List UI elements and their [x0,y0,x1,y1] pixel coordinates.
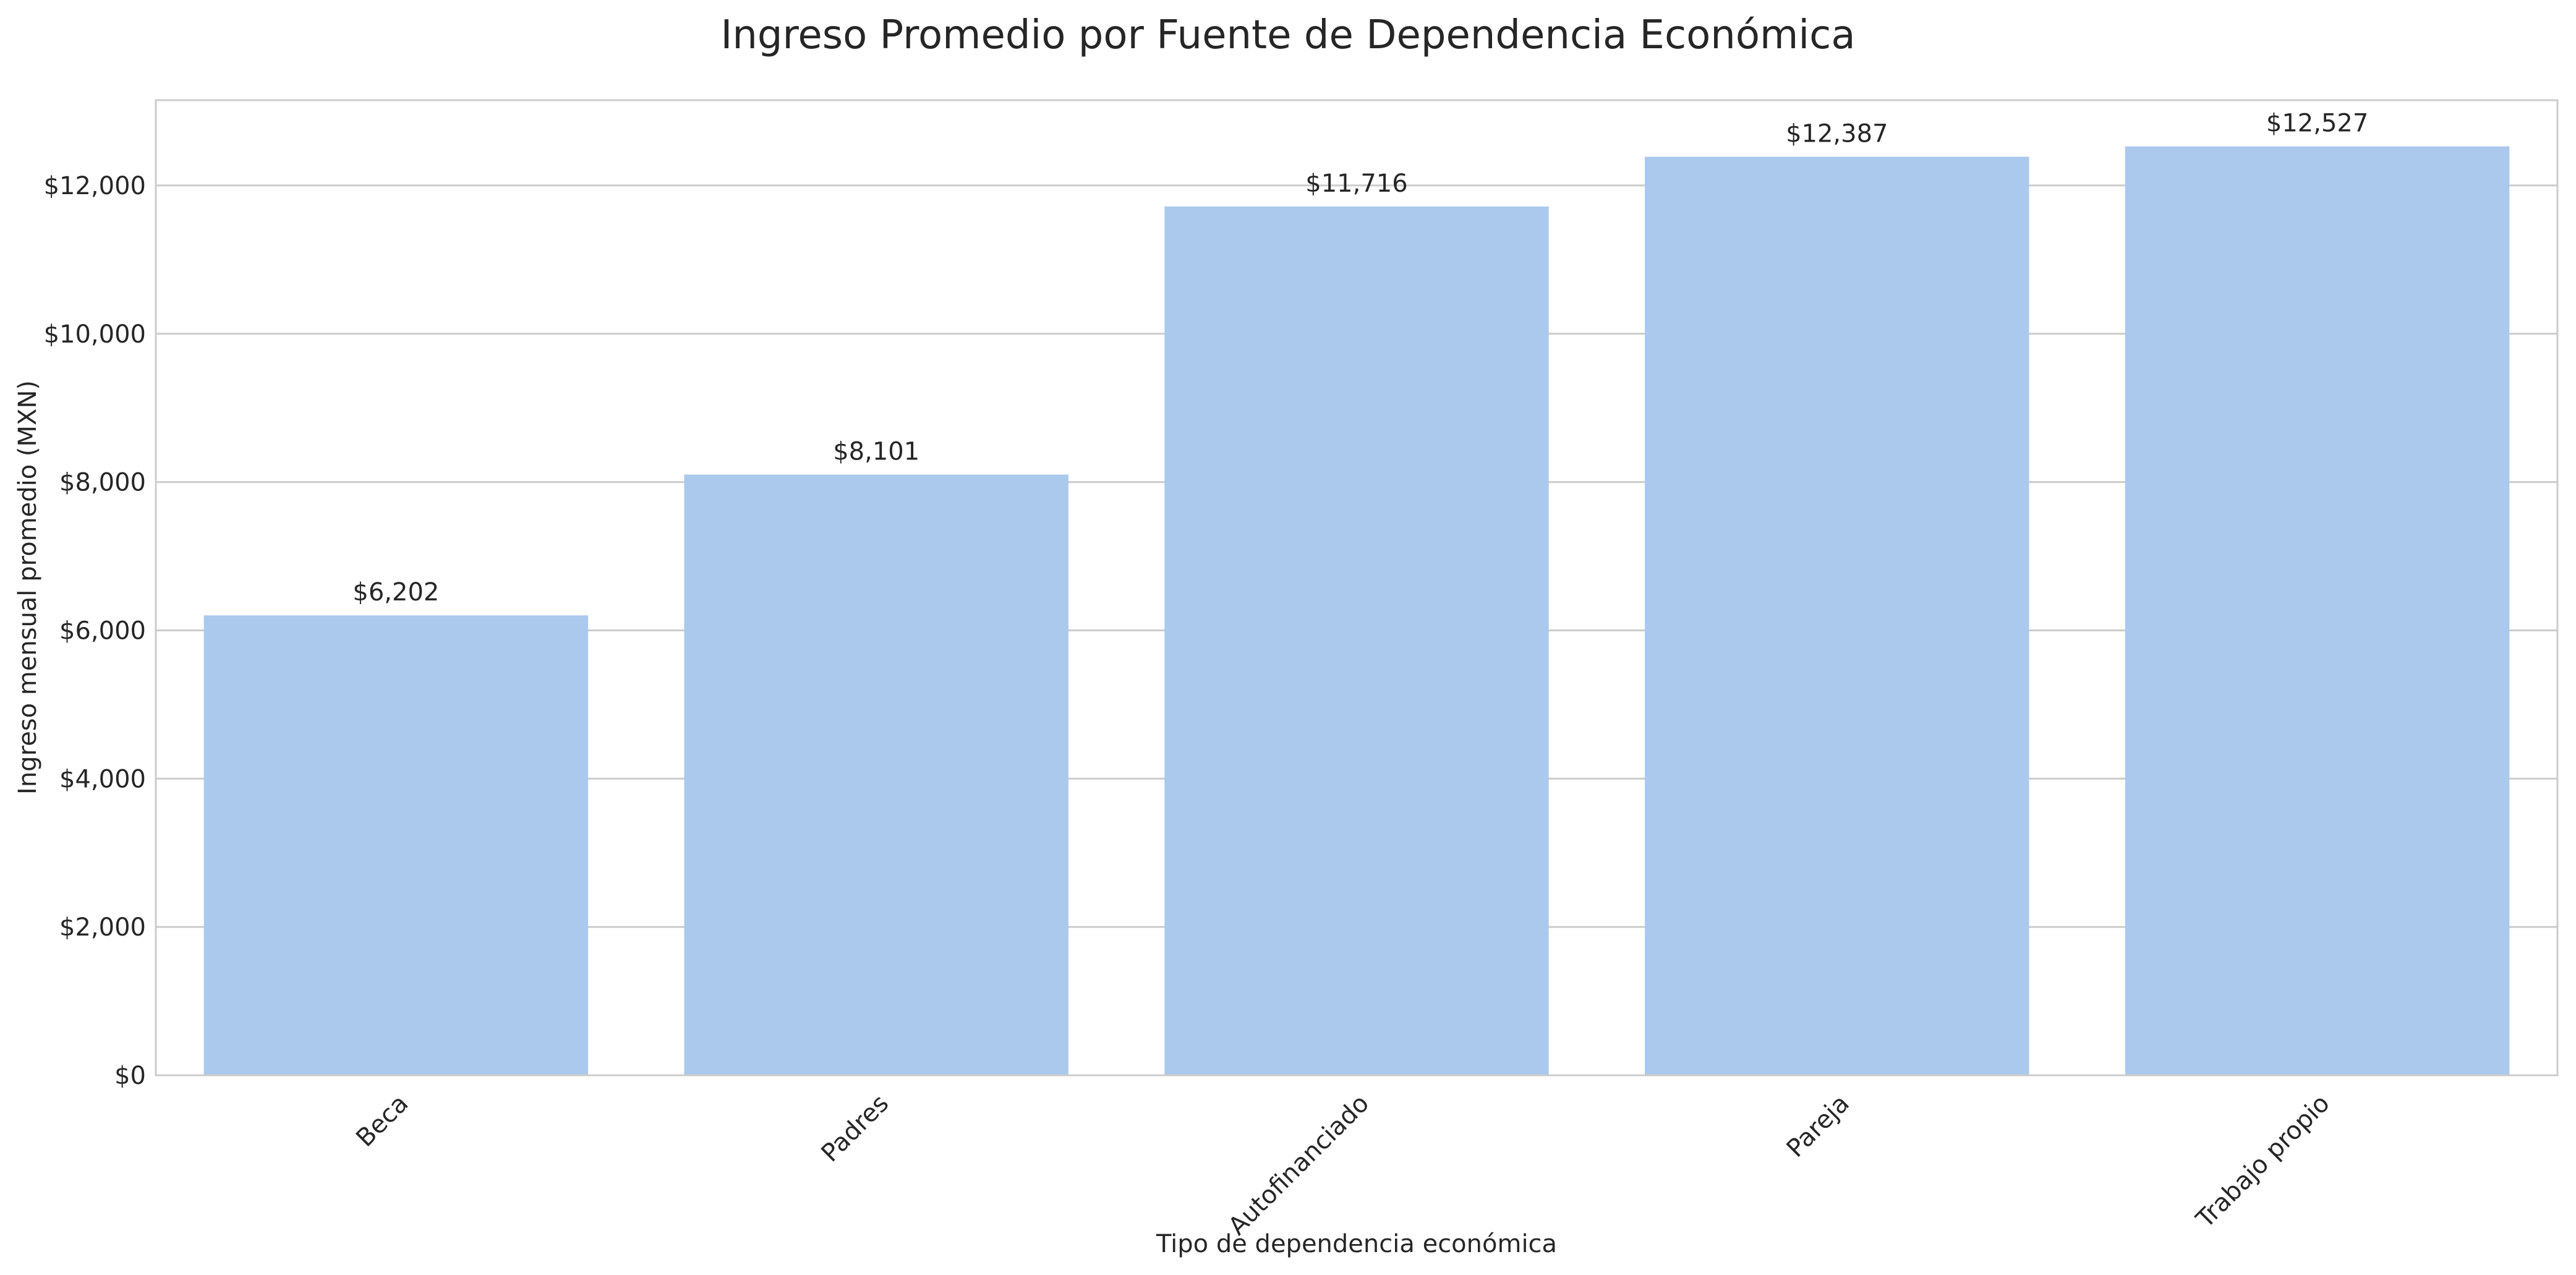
bars [203,146,2510,1076]
data-label: $12,387 [1786,120,1888,148]
y-tick-label: $0 [114,1062,146,1090]
y-tick-label: $8,000 [59,469,146,497]
bar [203,615,589,1075]
y-tick-label: $2,000 [59,913,146,942]
y-axis-label: Ingreso mensual promedio (MXN) [14,380,42,795]
data-label: $11,716 [1305,169,1407,198]
data-label: $12,527 [2266,109,2368,138]
data-labels: $6,202 $8,101 $11,716 $12,387 $12,527 [352,109,2368,607]
bar [684,474,1068,1075]
bar [2125,146,2510,1075]
bar [1164,206,1549,1075]
x-axis-label: Tipo de dependencia económica [1156,1230,1557,1258]
data-label: $6,202 [352,578,439,607]
y-tick-label: $4,000 [59,765,146,793]
data-label: $8,101 [833,437,919,466]
y-tick-labels: $0 $2,000 $4,000 $6,000 $8,000 $10,000 $12,000 [44,172,146,1090]
y-tick-label: $6,000 [59,616,146,645]
chart-title: Ingreso Promedio por Fuente de Dependenc… [720,12,1855,58]
y-tick-label: $10,000 [44,320,146,349]
bar [1645,156,2029,1076]
plot-frame [155,99,2559,1077]
y-tick-label: $12,000 [44,172,146,200]
